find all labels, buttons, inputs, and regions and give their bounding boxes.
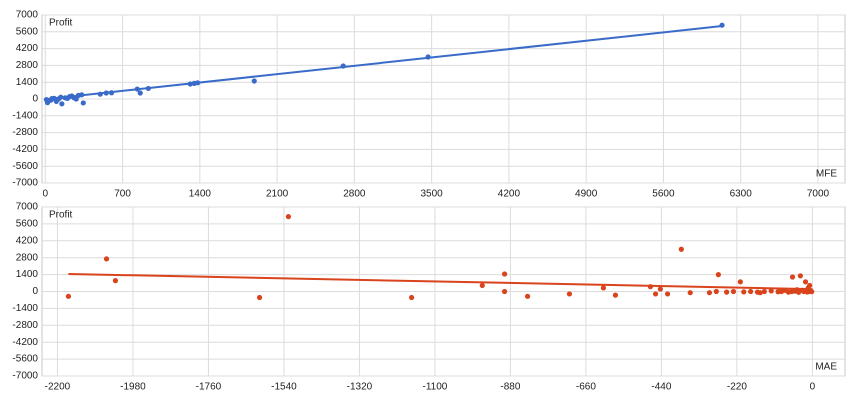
y-tick-label: -4200: [12, 337, 38, 348]
y-tick-label: 1400: [16, 77, 39, 88]
point: [53, 98, 59, 104]
point: [802, 279, 809, 285]
x-tick-label: -880: [500, 382, 520, 393]
point: [706, 290, 713, 296]
x-axis-title: MAE: [815, 362, 837, 373]
x-tick-label: -1320: [347, 382, 373, 393]
x-tick-label: 4900: [575, 189, 598, 200]
x-tick-label: -1760: [196, 382, 222, 393]
y-tick-label: 2800: [16, 60, 39, 71]
point: [678, 246, 684, 252]
x-tick-label: 0: [810, 382, 816, 393]
y-tick-label: -2800: [12, 127, 38, 138]
x-tick-label: 0: [43, 189, 49, 200]
x-tick-label: 3500: [421, 189, 444, 200]
y-axis-title: Profit: [49, 210, 73, 221]
point: [768, 288, 774, 294]
y-tick-label: -5600: [12, 354, 38, 365]
y-tick-label: -1400: [12, 110, 38, 121]
point: [724, 289, 730, 295]
y-tick-label: 1400: [16, 269, 39, 280]
point: [501, 288, 508, 295]
y-axis-title: Profit: [49, 18, 73, 29]
y-tick-label: 5600: [16, 26, 39, 37]
x-tick-label: 2800: [343, 189, 366, 200]
trend-line: [45, 25, 723, 101]
y-tick-label: -5600: [12, 161, 38, 172]
y-tick-label: 7000: [16, 10, 39, 21]
point: [408, 294, 415, 301]
point: [715, 272, 721, 278]
x-tick-label: 2100: [266, 189, 289, 200]
point: [65, 293, 72, 299]
y-tick-label: 4200: [16, 43, 39, 54]
point: [59, 101, 65, 107]
point: [73, 96, 79, 102]
x-tick-label: 4200: [498, 189, 521, 200]
point: [797, 273, 803, 279]
x-tick-label: -1540: [271, 382, 297, 393]
y-tick-label: -7000: [12, 178, 38, 189]
point: [809, 289, 815, 295]
point: [748, 288, 754, 295]
point: [479, 282, 485, 289]
point: [652, 291, 659, 297]
x-tick-label: 6300: [730, 189, 753, 200]
point: [730, 288, 737, 295]
x-tick-label: 700: [114, 189, 131, 200]
x-tick-label: -1980: [120, 382, 146, 393]
point: [501, 271, 508, 277]
point: [657, 286, 663, 292]
x-tick-label: -2200: [45, 382, 71, 393]
point: [566, 291, 573, 297]
x-tick-label: 5600: [652, 189, 675, 200]
point: [103, 256, 110, 262]
x-tick-label: 1400: [189, 189, 212, 200]
point: [807, 282, 813, 289]
y-tick-label: 5600: [16, 219, 39, 230]
point: [251, 78, 257, 84]
point: [256, 294, 263, 301]
point: [741, 289, 747, 295]
y-tick-label: 4200: [16, 235, 39, 246]
x-tick-label: 7000: [807, 189, 830, 200]
point: [137, 90, 143, 96]
x-tick-label: -220: [727, 382, 747, 393]
y-tick-label: 0: [32, 94, 38, 105]
x-tick-label: -1100: [422, 382, 447, 393]
y-tick-label: -7000: [12, 371, 38, 382]
point: [285, 214, 291, 220]
point: [80, 100, 86, 106]
point: [687, 290, 693, 296]
y-tick-label: 0: [32, 286, 38, 297]
y-tick-label: -2800: [12, 320, 38, 331]
x-axis-title: MFE: [816, 169, 837, 180]
y-tick-label: 2800: [16, 252, 39, 263]
point: [754, 289, 761, 295]
point: [600, 285, 607, 291]
trend-line: [68, 272, 813, 291]
point: [664, 291, 671, 297]
point: [612, 292, 619, 298]
y-tick-label: 7000: [16, 202, 39, 213]
point: [713, 288, 719, 295]
y-tick-label: -4200: [12, 144, 38, 155]
point: [737, 279, 743, 285]
x-tick-label: -660: [576, 382, 596, 393]
point: [761, 288, 767, 295]
x-tick-label: -440: [651, 382, 671, 393]
point: [112, 278, 119, 284]
point: [789, 274, 796, 280]
y-tick-label: -1400: [12, 303, 38, 314]
point: [524, 293, 531, 299]
